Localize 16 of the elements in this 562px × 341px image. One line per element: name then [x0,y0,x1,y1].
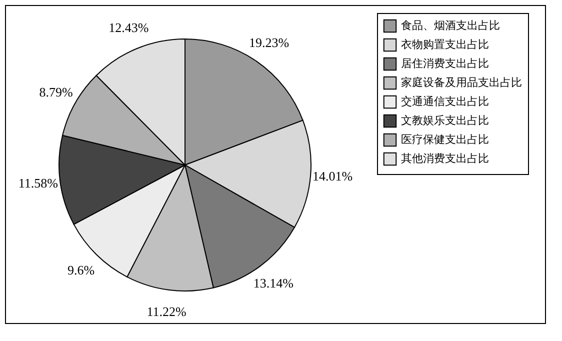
data-label: 11.22% [146,304,187,319]
legend-label: 食品、烟酒支出占比 [401,19,500,32]
legend-label: 文教娱乐支出占比 [401,114,489,127]
data-label: 8.79% [39,84,74,100]
data-label: 19.23% [249,35,290,50]
legend-label: 医疗保健支出占比 [401,133,489,146]
data-label: 14.01% [312,168,353,184]
data-label: 13.14% [253,276,294,291]
legend-label: 家庭设备及用品支出占比 [401,76,522,89]
data-label: 12.43% [108,20,149,36]
legend-label: 居住消费支出占比 [401,57,489,70]
data-label: 11.58% [18,176,58,191]
legend-label: 交通通信支出占比 [401,95,489,108]
legend-label: 其他消费支出占比 [401,152,489,165]
data-label: 9.6% [67,262,95,278]
legend-label: 衣物购置支出占比 [401,38,489,51]
